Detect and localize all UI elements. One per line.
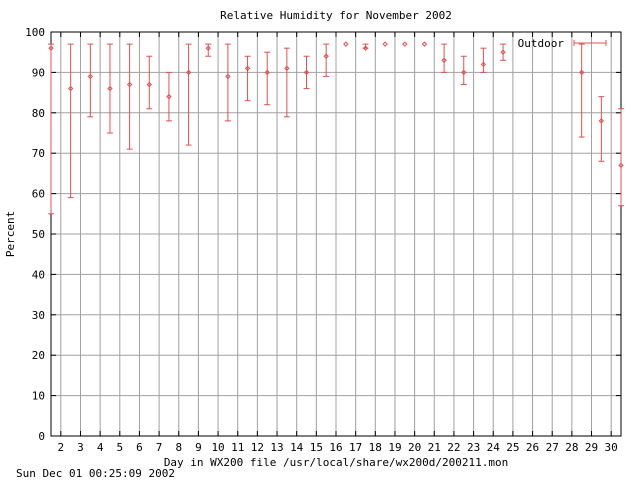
data-point-group <box>205 44 211 56</box>
x-tick-label: 28 <box>565 441 578 454</box>
data-point-group <box>362 44 368 50</box>
data-point-group <box>579 44 585 137</box>
y-axis-label: Percent <box>4 211 17 257</box>
data-point-group <box>480 48 486 72</box>
x-tick-label: 5 <box>116 441 123 454</box>
y-tick-label: 70 <box>32 147 45 160</box>
x-tick-label: 26 <box>526 441 539 454</box>
y-tick-label: 100 <box>25 26 45 39</box>
x-tick-label: 17 <box>349 441 362 454</box>
data-point <box>403 42 407 46</box>
data-point-group <box>598 97 604 162</box>
data-point-group <box>127 44 133 149</box>
data-point-group <box>107 44 113 133</box>
data-point-group <box>618 109 624 206</box>
footer-timestamp: Sun Dec 01 00:25:09 2002 <box>16 467 175 480</box>
y-tick-label: 50 <box>32 228 45 241</box>
y-tick-label: 10 <box>32 390 45 403</box>
x-tick-label: 3 <box>77 441 84 454</box>
x-tick-label: 20 <box>408 441 421 454</box>
data-point-group <box>186 44 192 145</box>
data-point-group <box>304 56 310 88</box>
x-tick-label: 6 <box>136 441 143 454</box>
x-tick-label: 13 <box>270 441 283 454</box>
x-tick-label: 8 <box>175 441 182 454</box>
data-point-group <box>284 48 290 117</box>
data-point-group <box>500 44 506 60</box>
data-point-group <box>225 44 231 121</box>
data-point-group <box>344 42 348 46</box>
data-point-group <box>264 52 270 105</box>
data-point <box>383 42 387 46</box>
y-tick-label: 40 <box>32 268 45 281</box>
y-tick-label: 90 <box>32 66 45 79</box>
y-tick-label: 30 <box>32 309 45 322</box>
x-tick-label: 23 <box>467 441 480 454</box>
x-tick-label: 19 <box>388 441 401 454</box>
x-tick-label: 12 <box>251 441 264 454</box>
y-tick-label: 0 <box>38 430 45 443</box>
y-tick-label: 80 <box>32 107 45 120</box>
x-tick-label: 11 <box>231 441 244 454</box>
data-point <box>344 42 348 46</box>
data-point <box>422 42 426 46</box>
grid <box>51 32 621 436</box>
x-tick-label: 27 <box>546 441 559 454</box>
data-point-group <box>48 44 54 214</box>
legend: Outdoor <box>518 37 606 50</box>
data-point-group <box>146 56 152 109</box>
data-point-group <box>403 42 407 46</box>
data-point-group <box>245 56 251 100</box>
x-tick-label: 29 <box>585 441 598 454</box>
x-tick-label: 7 <box>156 441 163 454</box>
x-tick-label: 22 <box>447 441 460 454</box>
data-point-group <box>441 44 447 72</box>
y-tick-label: 60 <box>32 188 45 201</box>
x-tick-label: 9 <box>195 441 202 454</box>
chart-title: Relative Humidity for November 2002 <box>220 9 452 22</box>
x-tick-label: 2 <box>58 441 65 454</box>
legend-label: Outdoor <box>518 37 565 50</box>
data-point-group <box>323 44 329 76</box>
x-tick-label: 16 <box>329 441 342 454</box>
x-tick-label: 25 <box>506 441 519 454</box>
x-tick-label: 18 <box>369 441 382 454</box>
data-point-group <box>68 44 74 198</box>
x-tick-label: 15 <box>310 441 323 454</box>
data-point-group <box>383 42 387 46</box>
x-tick-label: 4 <box>97 441 104 454</box>
x-tick-label: 14 <box>290 441 304 454</box>
data-point-group <box>87 44 93 117</box>
x-tick-label: 24 <box>487 441 501 454</box>
x-axis-label: Day in WX200 file /usr/local/share/wx200… <box>164 456 508 469</box>
data-point-group <box>422 42 426 46</box>
data-point-group <box>461 56 467 84</box>
data-point-group <box>166 72 172 120</box>
x-tick-label: 10 <box>211 441 224 454</box>
x-tick-label: 30 <box>605 441 618 454</box>
x-tick-label: 21 <box>428 441 441 454</box>
y-tick-label: 20 <box>32 349 45 362</box>
